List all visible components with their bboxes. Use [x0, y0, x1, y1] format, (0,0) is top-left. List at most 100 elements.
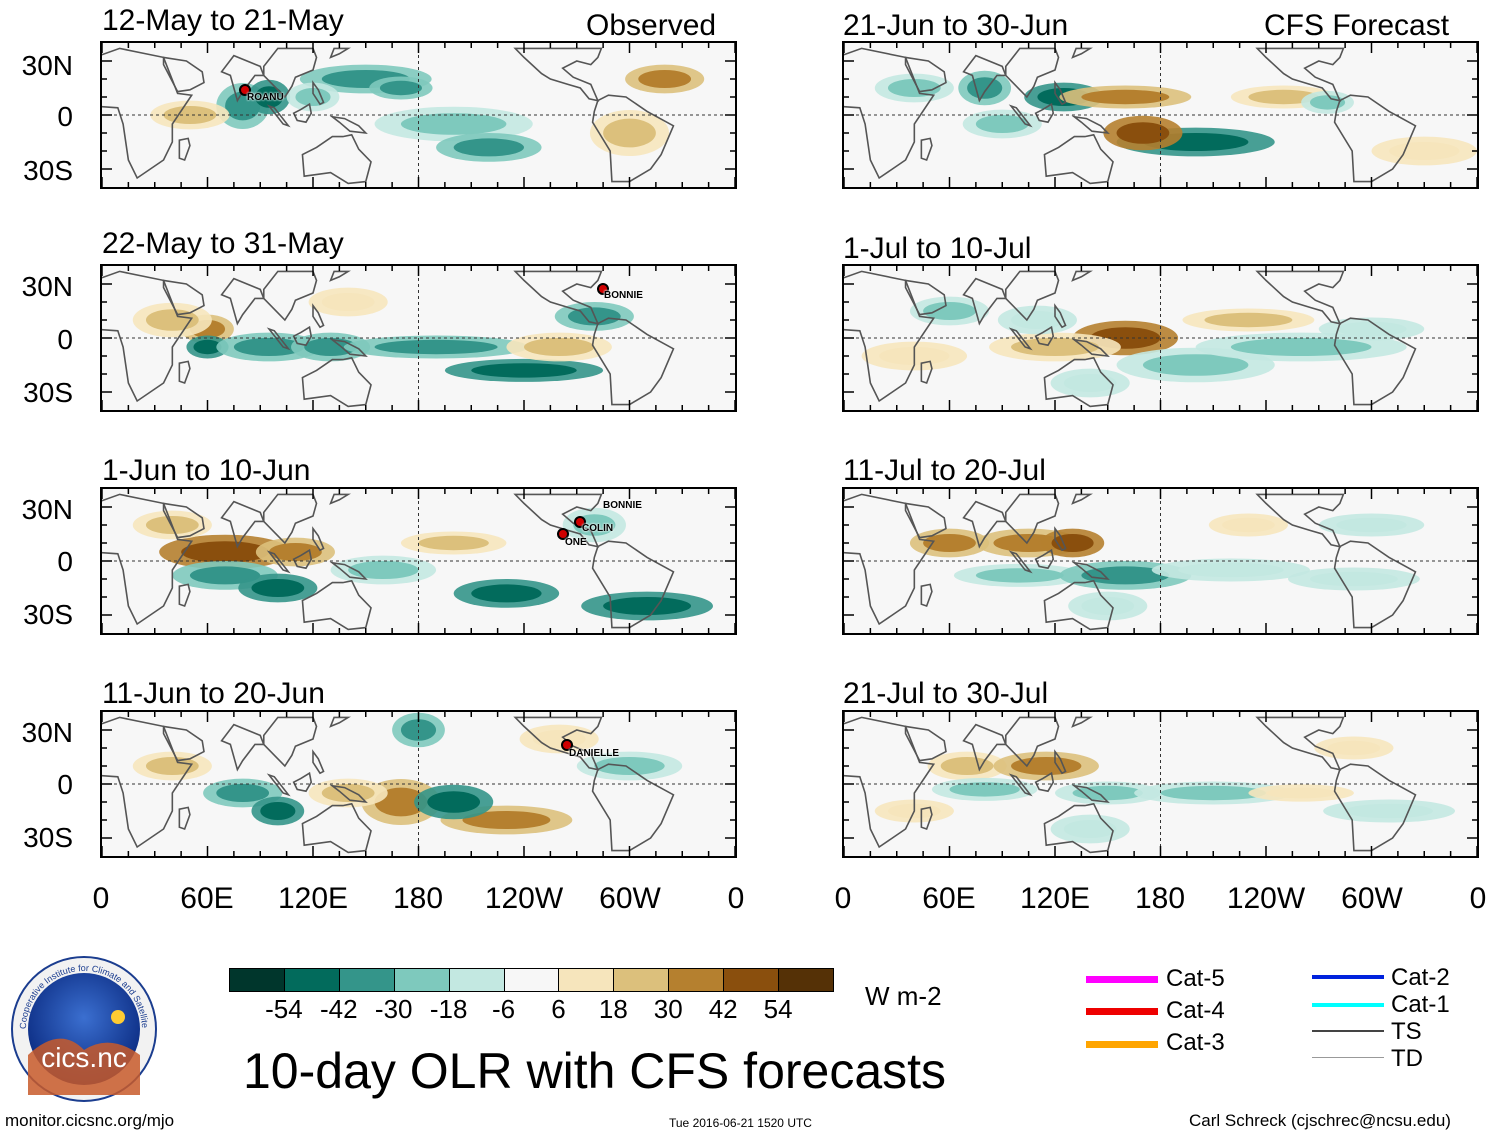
- observed-panel-title-1: 12-May to 21-May: [102, 4, 344, 37]
- coastline: [1054, 80, 1067, 106]
- coastline: [329, 493, 351, 505]
- olr-anomaly-map: [844, 489, 1477, 633]
- forecast-panel-title-4: 21-Jul to 30-Jul: [843, 677, 1049, 710]
- forecast-column-label: CFS Forecast: [1264, 9, 1450, 42]
- coastline: [962, 723, 1007, 772]
- anomaly-blob: [603, 118, 656, 148]
- coastline: [1034, 548, 1055, 570]
- colorbar-swatch: [448, 968, 505, 992]
- coastline: [1255, 47, 1345, 102]
- coastline: [1054, 749, 1067, 775]
- anomaly-blob: [269, 543, 322, 561]
- coastline: [513, 493, 603, 548]
- anomaly-blob: [1222, 517, 1275, 533]
- footer-url: monitor.cicsnc.org/mjo: [5, 1111, 175, 1130]
- storm-marker-one: [557, 528, 569, 540]
- lon-label-fc-60e: 60E: [922, 882, 976, 915]
- logo-text: cics.nc: [41, 1042, 127, 1073]
- anomaly-blob: [603, 597, 692, 615]
- anomaly-blob: [1160, 785, 1266, 801]
- coastline: [1043, 579, 1114, 631]
- anomaly-blob: [1011, 311, 1064, 329]
- forecast-panel-title-2: 1-Jul to 10-Jul: [843, 232, 1032, 265]
- coastline: [162, 725, 205, 762]
- coastline: [962, 54, 1007, 103]
- coastline: [220, 723, 265, 772]
- anomaly-blob: [379, 80, 423, 96]
- coastline: [312, 749, 325, 775]
- colorbar-tick: 30: [653, 994, 683, 1024]
- colorbar-tick: 18: [598, 994, 628, 1024]
- observed-panel-title-4: 11-Jun to 20-Jun: [102, 677, 325, 710]
- legend-line-cat2: [1312, 975, 1384, 979]
- coastline: [513, 716, 603, 771]
- colorbar-tick: -18: [429, 994, 468, 1024]
- legend-line-cat5: [1086, 976, 1158, 983]
- colorbar-swatch: [668, 968, 725, 992]
- anomaly-blob: [940, 757, 994, 775]
- anomaly-blob: [163, 106, 217, 124]
- observed-panel-title-3: 1-Jun to 10-Jun: [102, 454, 311, 487]
- anomaly-blob: [1327, 740, 1381, 756]
- anomaly-blob: [471, 363, 577, 378]
- coastline: [102, 270, 194, 403]
- lat-label-eq-row4: 0: [57, 769, 73, 800]
- coastline: [178, 806, 191, 831]
- colorbar-swatch: [723, 968, 780, 992]
- coastline: [920, 137, 933, 162]
- anomaly-blob: [1011, 757, 1082, 775]
- coastline: [162, 56, 205, 93]
- coastline: [513, 270, 603, 325]
- coastline: [220, 54, 265, 103]
- anomaly-blob: [1178, 562, 1284, 578]
- anomaly-blob: [923, 534, 976, 552]
- legend-label-td: TD: [1391, 1045, 1423, 1072]
- lon-label-fc-360: 0: [1469, 882, 1487, 915]
- legend-label-cat3: Cat-3: [1166, 1029, 1225, 1056]
- footer-timestamp: Tue 2016-06-21 1520 UTC: [669, 1116, 812, 1130]
- forecast-map-1: [842, 41, 1479, 189]
- anomaly-blob: [216, 784, 270, 802]
- coastline: [329, 784, 368, 804]
- cics-logo: Cooperative Institute for Climate and Sa…: [8, 947, 158, 1103]
- colorbar-tick: 54: [763, 994, 793, 1024]
- observed-map-3: [100, 487, 737, 635]
- anomaly-blob: [1230, 338, 1372, 356]
- lon-label-fc-120w: 120W: [1226, 882, 1306, 915]
- coastline: [1043, 133, 1114, 185]
- coastline: [844, 270, 936, 403]
- anomaly-blob: [374, 339, 498, 355]
- coastline: [1034, 102, 1055, 124]
- colorbar-swatch: [778, 968, 834, 992]
- storm-label-roanu: ROANU: [247, 92, 284, 103]
- forecast-map-3: [842, 487, 1479, 635]
- anomaly-blob: [254, 86, 284, 108]
- coastline: [1255, 270, 1345, 325]
- anomaly-blob: [1266, 787, 1337, 799]
- legend-line-cat1: [1312, 1003, 1384, 1007]
- legend-label-cat4: Cat-4: [1166, 997, 1225, 1024]
- lon-label-obs-120e: 120E: [277, 882, 349, 915]
- anomaly-blob: [1063, 374, 1117, 392]
- olr-anomaly-map: [844, 266, 1477, 410]
- anomaly-blob: [1142, 354, 1249, 376]
- coastline: [329, 338, 368, 358]
- coastline: [1071, 716, 1093, 728]
- anomaly-blob: [453, 138, 524, 157]
- forecast-map-2: [842, 264, 1479, 412]
- lon-label-obs-60w: 60W: [599, 882, 661, 915]
- footer-author: Carl Schreck (cjschrec@ncsu.edu): [1189, 1111, 1451, 1130]
- coastline: [1004, 493, 1060, 545]
- coastline: [1333, 317, 1417, 406]
- lat-label-30s-row4: 30S: [23, 822, 73, 853]
- coastline: [292, 325, 313, 347]
- lat-label-eq-row3: 0: [57, 546, 73, 577]
- coastline: [266, 550, 291, 574]
- lon-label-obs-60e: 60E: [180, 882, 234, 915]
- observed-map-2: [100, 264, 737, 412]
- coastline: [1054, 303, 1067, 329]
- legend-label-cat1: Cat-1: [1391, 991, 1450, 1018]
- lon-label-obs-0: 0: [92, 882, 110, 915]
- colorbar-tick: -6: [491, 994, 516, 1024]
- coastline: [292, 102, 313, 124]
